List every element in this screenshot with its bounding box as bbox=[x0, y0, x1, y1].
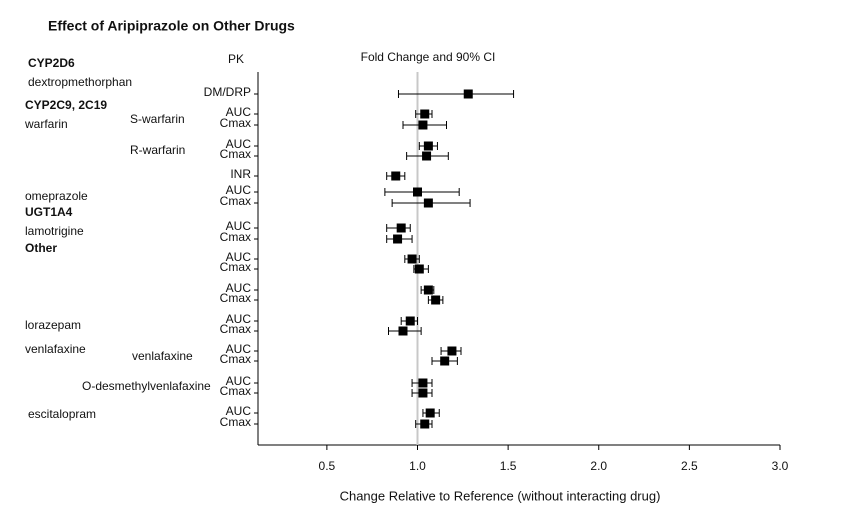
estimate-point bbox=[418, 388, 428, 398]
pk-label: AUC bbox=[226, 374, 252, 388]
row-group-label: lamotrigine bbox=[25, 224, 84, 238]
pk-label: AUC bbox=[226, 342, 252, 356]
estimate-point bbox=[407, 254, 417, 264]
pk-label: AUC bbox=[226, 105, 252, 119]
estimate-point bbox=[418, 378, 428, 388]
estimate-point bbox=[423, 285, 433, 295]
pk-label: AUC bbox=[226, 312, 252, 326]
pk-label: INR bbox=[230, 167, 251, 181]
estimate-point bbox=[423, 198, 433, 208]
pk-label: AUC bbox=[226, 183, 252, 197]
pk-label: Cmax bbox=[220, 116, 251, 130]
row-group-label: warfarin bbox=[24, 117, 68, 131]
pk-label: AUC bbox=[226, 404, 252, 418]
pk-label: AUC bbox=[226, 250, 252, 264]
estimate-point bbox=[425, 408, 435, 418]
row-group-label: CYP2C9, 2C19 bbox=[25, 98, 107, 112]
estimate-point bbox=[420, 419, 430, 429]
pk-label: Cmax bbox=[220, 194, 251, 208]
estimate-point bbox=[396, 223, 406, 233]
x-axis-label: Change Relative to Reference (without in… bbox=[340, 488, 661, 503]
estimate-point bbox=[413, 187, 422, 197]
pk-label: AUC bbox=[226, 219, 252, 233]
estimate-point bbox=[418, 120, 428, 130]
row-group-label: R-warfarin bbox=[130, 143, 185, 157]
row-group-label: dextropmethorphan bbox=[28, 75, 132, 89]
estimate-point bbox=[391, 171, 401, 181]
pk-label: AUC bbox=[226, 137, 252, 151]
pk-label: Cmax bbox=[220, 415, 251, 429]
chart-title: Effect of Aripiprazole on Other Drugs bbox=[48, 18, 295, 34]
x-tick-label: 1.5 bbox=[500, 459, 517, 473]
pk-header: PK bbox=[228, 52, 244, 66]
pk-label: Cmax bbox=[220, 291, 251, 305]
ci-header: Fold Change and 90% CI bbox=[361, 50, 496, 64]
pk-label: Cmax bbox=[220, 322, 251, 336]
estimate-point bbox=[414, 264, 424, 274]
estimate-point bbox=[393, 234, 403, 244]
pk-label: Cmax bbox=[220, 147, 251, 161]
row-group-label: CYP2D6 bbox=[28, 56, 75, 70]
x-tick-label: 0.5 bbox=[319, 459, 336, 473]
x-tick-label: 2.0 bbox=[590, 459, 607, 473]
row-group-label: S-warfarin bbox=[130, 112, 185, 126]
estimate-point bbox=[463, 89, 473, 99]
pk-label: Cmax bbox=[220, 352, 251, 366]
estimate-point bbox=[420, 109, 430, 119]
row-group-label: Other bbox=[25, 241, 57, 255]
row-group-label: lorazepam bbox=[25, 318, 81, 332]
row-group-label: venlafaxine bbox=[25, 342, 86, 356]
x-tick-label: 3.0 bbox=[772, 459, 789, 473]
row-group-label: omeprazole bbox=[25, 189, 88, 203]
row-group-label: venlafaxine bbox=[132, 349, 193, 363]
estimate-point bbox=[447, 346, 457, 356]
estimate-point bbox=[422, 151, 432, 161]
pk-label: Cmax bbox=[220, 230, 251, 244]
estimate-point bbox=[398, 326, 408, 336]
pk-label: Cmax bbox=[220, 384, 251, 398]
pk-label: Cmax bbox=[220, 260, 251, 274]
x-tick-label: 2.5 bbox=[681, 459, 698, 473]
estimate-point bbox=[423, 141, 433, 151]
row-group-label: O-desmethylvenlafaxine bbox=[82, 379, 211, 393]
estimate-point bbox=[431, 295, 441, 305]
pk-label: DM/DRP bbox=[204, 85, 251, 99]
row-group-label: UGT1A4 bbox=[25, 205, 73, 219]
x-tick-label: 1.0 bbox=[409, 459, 426, 473]
estimate-point bbox=[405, 316, 415, 326]
row-group-label: escitalopram bbox=[28, 407, 96, 421]
pk-label: AUC bbox=[226, 281, 252, 295]
estimate-point bbox=[440, 356, 450, 366]
